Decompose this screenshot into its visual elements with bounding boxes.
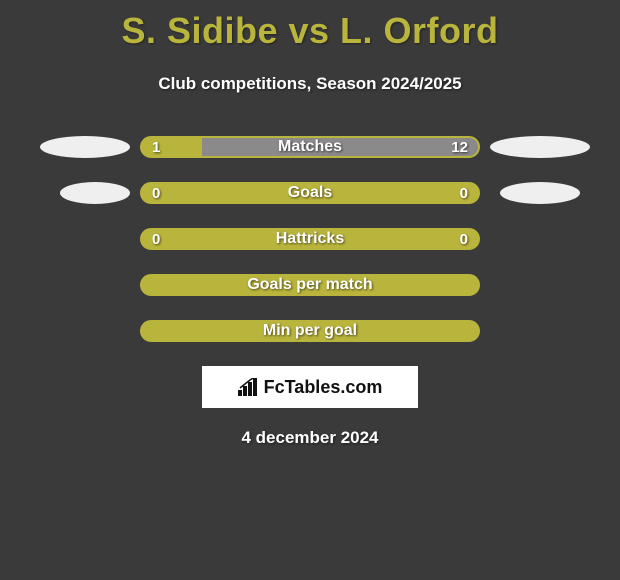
stat-bar: 00Hattricks: [140, 228, 480, 250]
stat-label: Hattricks: [142, 230, 478, 248]
logo-box: FcTables.com: [202, 366, 418, 408]
right-badge-slot: [490, 136, 590, 158]
stat-row: 00Goals: [0, 182, 620, 204]
date-label: 4 december 2024: [0, 428, 620, 448]
left-badge-slot: [30, 136, 130, 158]
stat-bar: 00Goals: [140, 182, 480, 204]
left-badge-slot: [30, 274, 130, 296]
team-badge-right: [490, 136, 590, 158]
subtitle: Club competitions, Season 2024/2025: [0, 74, 620, 94]
stat-label: Goals: [142, 184, 478, 202]
stat-label: Matches: [142, 138, 478, 156]
left-badge-slot: [30, 182, 130, 204]
stat-row: Min per goal: [0, 320, 620, 342]
team-badge-left: [60, 182, 130, 204]
right-badge-slot: [490, 182, 590, 204]
right-badge-slot: [490, 320, 590, 342]
stat-row: 112Matches: [0, 136, 620, 158]
logo: FcTables.com: [238, 377, 383, 398]
stat-label: Goals per match: [142, 276, 478, 294]
stat-rows: 112Matches 00Goals 00Hattricks Goals per ma…: [0, 136, 620, 342]
stat-bar: Goals per match: [140, 274, 480, 296]
stat-label: Min per goal: [142, 322, 478, 340]
right-badge-slot: [490, 274, 590, 296]
chart-icon: [238, 378, 260, 396]
team-badge-left: [40, 136, 130, 158]
stat-bar: Min per goal: [140, 320, 480, 342]
logo-text: FcTables.com: [264, 377, 383, 398]
stat-row: Goals per match: [0, 274, 620, 296]
stat-bar: 112Matches: [140, 136, 480, 158]
left-badge-slot: [30, 320, 130, 342]
right-badge-slot: [490, 228, 590, 250]
left-badge-slot: [30, 228, 130, 250]
team-badge-right: [500, 182, 580, 204]
page-title: S. Sidibe vs L. Orford: [0, 0, 620, 52]
stat-row: 00Hattricks: [0, 228, 620, 250]
